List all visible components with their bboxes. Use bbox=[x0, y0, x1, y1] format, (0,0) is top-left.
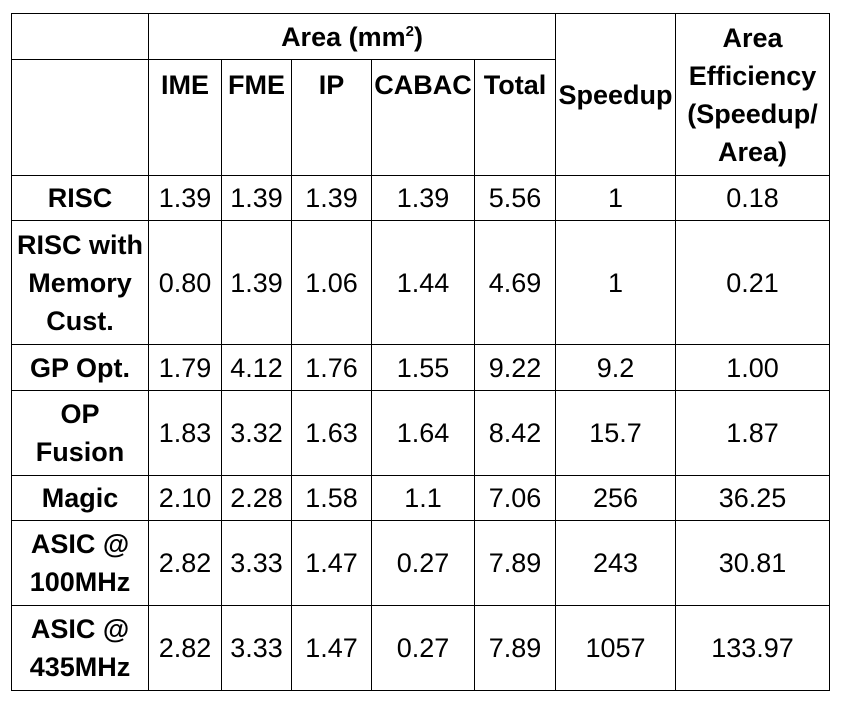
ime-cell: 0.80 bbox=[148, 220, 222, 345]
cabac-cell: 1.55 bbox=[371, 344, 475, 391]
total-cell: 9.22 bbox=[473, 344, 557, 391]
ip-cell: 1.47 bbox=[291, 520, 372, 606]
total-header: Total bbox=[473, 59, 557, 176]
speedup-cell: 1057 bbox=[555, 605, 677, 691]
fme-cell: 3.33 bbox=[221, 520, 292, 606]
area-header-suffix: ) bbox=[413, 21, 423, 52]
row-label: ASIC @ 100MHz bbox=[11, 520, 149, 606]
efficiency-cell: 1.00 bbox=[675, 344, 831, 391]
total-cell: 7.89 bbox=[473, 605, 557, 691]
row-label: Magic bbox=[11, 475, 149, 521]
area-group-header: Area (mm2) bbox=[147, 13, 557, 60]
ime-cell: 2.82 bbox=[148, 520, 222, 606]
row-label: RISC bbox=[11, 175, 149, 221]
total-cell: 7.06 bbox=[473, 475, 557, 521]
fme-cell: 3.32 bbox=[221, 390, 292, 476]
speedup-cell: 9.2 bbox=[555, 344, 677, 391]
ip-cell: 1.39 bbox=[291, 175, 372, 221]
cabac-cell: 0.27 bbox=[371, 520, 475, 606]
ime-cell: 2.82 bbox=[148, 605, 222, 691]
ime-header: IME bbox=[148, 59, 222, 176]
cabac-cell: 1.64 bbox=[371, 390, 475, 476]
total-cell: 7.89 bbox=[473, 520, 557, 606]
total-cell: 5.56 bbox=[473, 175, 557, 221]
efficiency-cell: 0.21 bbox=[675, 220, 831, 345]
row-label: ASIC @ 435MHz bbox=[11, 605, 149, 691]
total-cell: 4.69 bbox=[473, 220, 557, 345]
ip-cell: 1.58 bbox=[291, 475, 372, 521]
efficiency-cell: 36.25 bbox=[675, 475, 831, 521]
speedup-cell: 243 bbox=[555, 520, 677, 606]
fme-header: FME bbox=[221, 59, 292, 176]
ip-cell: 1.47 bbox=[291, 605, 372, 691]
cabac-cell: 1.44 bbox=[371, 220, 475, 345]
table-row: Magic 2.10 2.28 1.58 1.1 7.06 256 36.25 bbox=[11, 475, 831, 521]
table-row: ASIC @ 435MHz 2.82 3.33 1.47 0.27 7.89 1… bbox=[11, 605, 831, 691]
ime-cell: 1.39 bbox=[148, 175, 222, 221]
ime-cell: 1.83 bbox=[148, 390, 222, 476]
total-cell: 8.42 bbox=[473, 390, 557, 476]
area-header-superscript: 2 bbox=[405, 22, 414, 40]
area-efficiency-header: Area Efficiency (Speedup/ Area) bbox=[675, 13, 831, 176]
cabac-cell: 0.27 bbox=[371, 605, 475, 691]
efficiency-cell: 30.81 bbox=[675, 520, 831, 606]
table-row: OP Fusion 1.83 3.32 1.63 1.64 8.42 15.7 … bbox=[11, 390, 831, 476]
fme-cell: 1.39 bbox=[221, 220, 292, 345]
results-table: Area (mm2) Speedup Area Efficiency (Spee… bbox=[11, 13, 831, 691]
row-label: OP Fusion bbox=[11, 390, 149, 476]
table-row: GP Opt. 1.79 4.12 1.76 1.55 9.22 9.2 1.0… bbox=[11, 344, 831, 391]
cabac-cell: 1.39 bbox=[371, 175, 475, 221]
ip-cell: 1.76 bbox=[291, 344, 372, 391]
row-label-header-empty bbox=[11, 59, 149, 176]
speedup-header: Speedup bbox=[555, 13, 677, 176]
row-label: RISC with Memory Cust. bbox=[11, 220, 149, 345]
row-label: GP Opt. bbox=[11, 344, 149, 391]
cabac-cell: 1.1 bbox=[371, 475, 475, 521]
header-row-2: IME FME IP CABAC Total bbox=[11, 59, 830, 176]
fme-cell: 2.28 bbox=[221, 475, 292, 521]
fme-cell: 4.12 bbox=[221, 344, 292, 391]
efficiency-cell: 0.18 bbox=[675, 175, 831, 221]
header-row-1: Area (mm2) Speedup Area Efficiency (Spee… bbox=[11, 13, 831, 176]
efficiency-cell: 1.87 bbox=[675, 390, 831, 476]
speedup-cell: 1 bbox=[555, 175, 677, 221]
ip-cell: 1.06 bbox=[291, 220, 372, 345]
fme-cell: 1.39 bbox=[221, 175, 292, 221]
table-row: RISC with Memory Cust. 0.80 1.39 1.06 1.… bbox=[11, 220, 831, 345]
cabac-header: CABAC bbox=[371, 59, 475, 176]
ime-cell: 1.79 bbox=[148, 344, 222, 391]
table-row: RISC 1.39 1.39 1.39 1.39 5.56 1 0.18 bbox=[11, 175, 831, 221]
corner-empty-cell bbox=[11, 13, 149, 60]
area-header-text: Area (mm bbox=[281, 21, 406, 52]
speedup-cell: 1 bbox=[555, 220, 677, 345]
ime-cell: 2.10 bbox=[148, 475, 222, 521]
speedup-cell: 256 bbox=[555, 475, 677, 521]
ip-header: IP bbox=[291, 59, 372, 176]
efficiency-cell: 133.97 bbox=[675, 605, 831, 691]
table-row: ASIC @ 100MHz 2.82 3.33 1.47 0.27 7.89 2… bbox=[11, 520, 831, 606]
speedup-cell: 15.7 bbox=[555, 390, 677, 476]
fme-cell: 3.33 bbox=[221, 605, 292, 691]
ip-cell: 1.63 bbox=[291, 390, 372, 476]
